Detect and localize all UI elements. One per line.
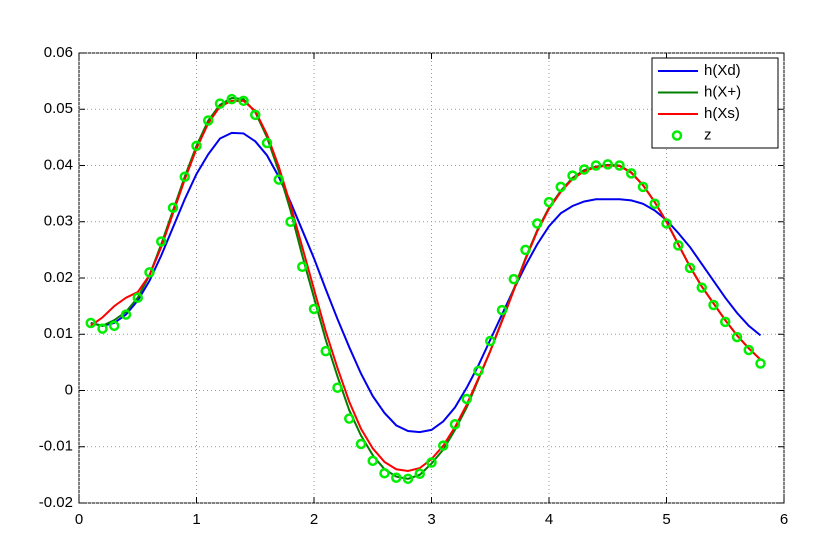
x-tick-label: 5 [662,511,670,528]
marker [156,236,167,247]
marker [579,164,590,175]
marker [602,159,613,170]
marker [449,419,461,430]
marker [649,198,660,209]
marker [97,323,108,334]
marker [508,273,519,285]
marker [120,309,132,320]
marker [567,170,578,181]
marker [285,216,296,227]
marker [167,202,179,213]
marker [191,140,202,152]
marker [520,244,531,256]
y-tick-label: 0 [65,381,73,398]
marker [555,181,566,193]
marker [637,181,649,193]
marker [461,393,472,405]
legend-label: h(Xd) [704,62,741,79]
marker [273,174,284,185]
x-tick-label: 3 [427,511,435,528]
legend-label: h(Xs) [704,105,740,122]
marker [85,317,96,329]
y-tick-label: 0.05 [44,100,73,117]
marker [684,262,696,274]
legend-label: h(X+) [704,83,741,100]
x-tick-label: 4 [545,511,553,528]
marker [673,240,684,251]
marker [379,467,390,479]
marker [214,98,226,109]
marker [332,382,343,393]
y-tick-label: 0.03 [44,213,73,230]
marker [708,299,719,311]
marker [496,304,508,316]
marker [696,282,707,293]
marker [661,218,672,229]
y-tick-label: -0.02 [39,494,73,511]
marker [226,93,237,105]
legend-label: z [704,126,712,143]
marker [426,457,437,468]
marker [261,137,273,149]
marker [391,472,402,483]
x-tick-label: 2 [310,511,318,528]
marker [238,95,249,107]
marker [731,331,743,343]
marker [144,267,155,278]
marker [132,292,143,303]
legend-marker [671,130,683,141]
marker [367,455,378,467]
marker [626,168,637,179]
marker [485,335,496,347]
marker [109,320,120,332]
x-tick-label: 6 [780,511,788,528]
marker [203,115,214,126]
marker [755,358,766,369]
y-tick-label: 0.02 [44,269,73,286]
marker [590,160,602,171]
marker [438,440,449,451]
y-tick-label: 0.01 [44,325,73,342]
marker [614,160,625,171]
marker [720,316,731,328]
marker [320,345,331,357]
marker [414,468,425,479]
marker [250,109,261,121]
marker [297,261,308,272]
marker [355,438,367,450]
marker [532,218,543,229]
marker [402,473,414,485]
marker [473,365,484,377]
marker [743,344,754,356]
y-tick-label: -0.01 [39,438,73,455]
series-line [90,131,762,434]
series-line [90,99,762,472]
marker [543,196,555,208]
marker [344,413,355,424]
x-tick-label: 1 [192,511,200,528]
y-tick-label: 0.06 [44,44,73,61]
marker [179,171,190,182]
marker [308,303,320,315]
x-tick-label: 0 [75,511,83,528]
y-tick-label: 0.04 [44,156,73,173]
